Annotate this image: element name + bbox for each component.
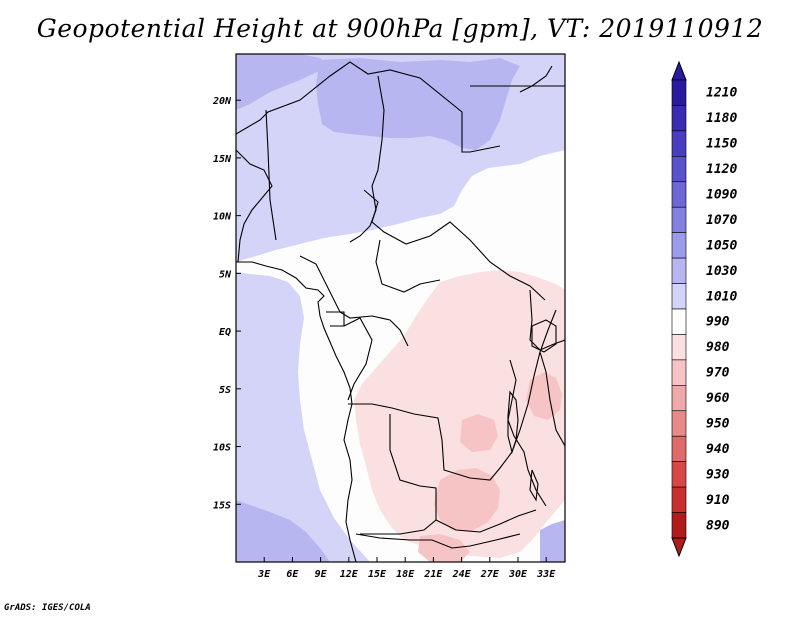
map-frame (235, 53, 566, 563)
x-tick-label: 27E (480, 569, 500, 580)
border-east-2 (539, 351, 565, 447)
x-tick-label: 18E (396, 569, 415, 580)
colorbar-segment (671, 206, 687, 233)
y-tick-label: 10S (213, 443, 231, 454)
colorbar-segment (671, 385, 687, 412)
colorbar-segment (671, 512, 687, 539)
border-west-1 (236, 149, 273, 263)
colorbar-segment (671, 359, 687, 386)
colorbar-label: 1010 (706, 289, 737, 304)
colorbar-label: 1070 (706, 213, 737, 228)
field-970-core-central (460, 414, 498, 452)
colorbar-segment (671, 232, 687, 259)
lake-victoria (531, 319, 557, 353)
x-tick-label: 3E (257, 569, 271, 580)
colorbar-segment (671, 435, 687, 462)
x-tick-label: 15E (368, 569, 387, 580)
border-west-2 (265, 109, 277, 241)
border-angola-zambia (360, 414, 437, 535)
colorbar: 1210 1180 1150 1120 1090 1070 1050 1030 1010 990 9… (671, 60, 737, 558)
country-borders (236, 61, 565, 562)
colorbar-segment (671, 79, 687, 106)
colorbar-segment (671, 130, 687, 157)
y-tick-label: 5N (219, 269, 232, 280)
colorbar-label: 970 (706, 366, 730, 381)
x-tick-label: 6E (286, 569, 299, 580)
colorbar-label: 910 (706, 493, 730, 508)
y-tick-label: 10N (213, 212, 232, 223)
border-north-1 (236, 61, 501, 153)
border-drc-south (348, 309, 557, 481)
colorbar-segment (671, 486, 687, 513)
colorbar-label: 1120 (706, 162, 737, 177)
contour-fill-layer (236, 54, 565, 562)
border-central-3 (299, 255, 409, 347)
colorbar-min-arrow (671, 537, 687, 558)
border-central-1 (363, 189, 546, 301)
x-tick-label: 21E (423, 569, 443, 580)
field-1030-north (316, 58, 520, 150)
y-tick-label: 20N (212, 96, 232, 107)
border-gabon (326, 311, 345, 327)
lake-malawi (529, 469, 539, 502)
border-horn (519, 65, 553, 93)
border-lake-east (507, 359, 547, 507)
colorbar-segment (671, 410, 687, 437)
field-1030-northwest (236, 54, 330, 110)
colorbar-label: 990 (706, 315, 730, 330)
y-tick-label: 15N (213, 154, 232, 165)
border-central-2 (375, 239, 441, 293)
colorbar-label: 1030 (706, 264, 737, 279)
field-970-core-southwest (418, 534, 470, 562)
x-tick-label: 9E (315, 569, 328, 580)
colorbar-label: 1210 (706, 86, 737, 101)
y-tick-label: 15S (213, 500, 231, 511)
border-congo (343, 317, 373, 401)
coastline-west-africa (236, 261, 357, 562)
field-970-core-south (434, 468, 500, 532)
y-tick-label: 5S (219, 385, 231, 396)
colorbar-segment (671, 283, 687, 310)
y-tick-label: EQ (219, 327, 231, 338)
x-tick-label: 30E (508, 569, 528, 580)
y-axis: 20N 15N 10N 5N EQ 5S 10S 15S (212, 96, 241, 511)
x-axis: 3E 6E 9E 12E 15E 18E 21E 24E 27E 30E 33E (257, 557, 556, 580)
chart-title: Geopotential Height at 900hPa [gpm], VT:… (36, 14, 764, 43)
colorbar-segment (671, 257, 687, 284)
border-zambia-south (435, 509, 537, 533)
colorbar-label: 1180 (706, 111, 737, 126)
colorbar-label: 890 (706, 518, 730, 533)
colorbar-segment (671, 181, 687, 208)
x-tick-label: 12E (340, 569, 359, 580)
credit-label: GrADS: IGES/COLA (4, 603, 91, 613)
x-tick-label: 24E (452, 569, 472, 580)
colorbar-segment (671, 461, 687, 488)
colorbar-label: 1050 (706, 238, 737, 253)
colorbar-max-arrow (671, 60, 687, 81)
lake-tanganyika (507, 390, 519, 454)
field-1030-southwest (236, 500, 330, 562)
colorbar-label: 930 (706, 467, 730, 482)
x-tick-label: 33E (536, 569, 556, 580)
field-1030-southeast (540, 520, 565, 562)
colorbar-label: 1150 (706, 137, 737, 152)
colorbar-label: 940 (706, 442, 730, 457)
colorbar-label: 950 (706, 417, 730, 432)
field-970-core-east (526, 372, 562, 420)
colorbar-segment (671, 105, 687, 132)
colorbar-segment (671, 334, 687, 361)
border-west-3 (349, 75, 385, 243)
field-980-region (354, 270, 565, 558)
colorbar-segment (671, 308, 687, 335)
colorbar-label: 1090 (706, 188, 737, 203)
colorbar-label: 960 (706, 391, 730, 406)
colorbar-segment (671, 156, 687, 183)
colorbar-label: 980 (706, 340, 730, 355)
border-south-1 (355, 533, 521, 549)
